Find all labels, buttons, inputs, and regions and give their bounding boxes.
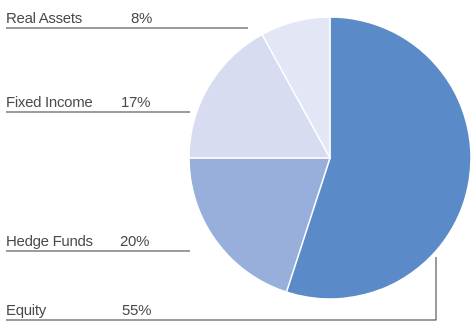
- slice-percent-equity: 55%: [122, 302, 151, 319]
- slice-label-fixed-income: Fixed Income: [6, 94, 92, 111]
- slice-label-equity: Equity: [6, 302, 47, 319]
- pie-slice-equity: [285, 16, 472, 300]
- slice-label-hedge-funds: Hedge Funds: [6, 233, 93, 250]
- leader-lines: [6, 27, 437, 321]
- pie-slice-fixed-income: [188, 33, 332, 159]
- leader-line-equity: [6, 257, 437, 321]
- slice-percent-fixed-income: 17%: [121, 94, 150, 111]
- slice-labels: Equity 55% Hedge Funds 20% Fixed Income 17% Re…: [6, 10, 152, 319]
- pie-slices: [188, 16, 472, 300]
- pie-slice-real-assets: [261, 16, 331, 159]
- slice-percent-hedge-funds: 20%: [120, 233, 149, 250]
- pie-slice-hedge-funds: [188, 157, 332, 294]
- slice-label-real-assets: Real Assets: [6, 10, 82, 27]
- slice-percent-real-assets: 8%: [131, 10, 152, 27]
